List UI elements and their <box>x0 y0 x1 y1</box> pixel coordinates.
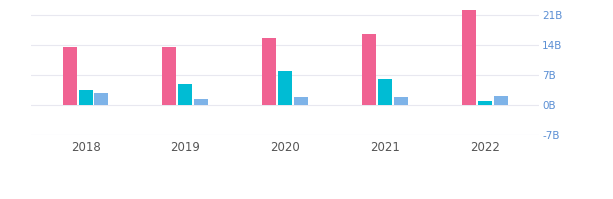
Bar <box>94 93 109 105</box>
Bar <box>194 99 208 105</box>
Bar <box>378 79 392 105</box>
Bar <box>278 71 292 105</box>
Bar <box>493 96 508 105</box>
Bar <box>162 47 177 105</box>
Bar <box>178 84 192 105</box>
Bar <box>362 34 376 105</box>
Bar <box>394 97 408 105</box>
Bar <box>462 10 476 105</box>
Bar <box>63 47 77 105</box>
Bar <box>294 97 308 105</box>
Bar <box>262 38 276 105</box>
Bar <box>478 101 492 105</box>
Bar <box>78 90 93 105</box>
